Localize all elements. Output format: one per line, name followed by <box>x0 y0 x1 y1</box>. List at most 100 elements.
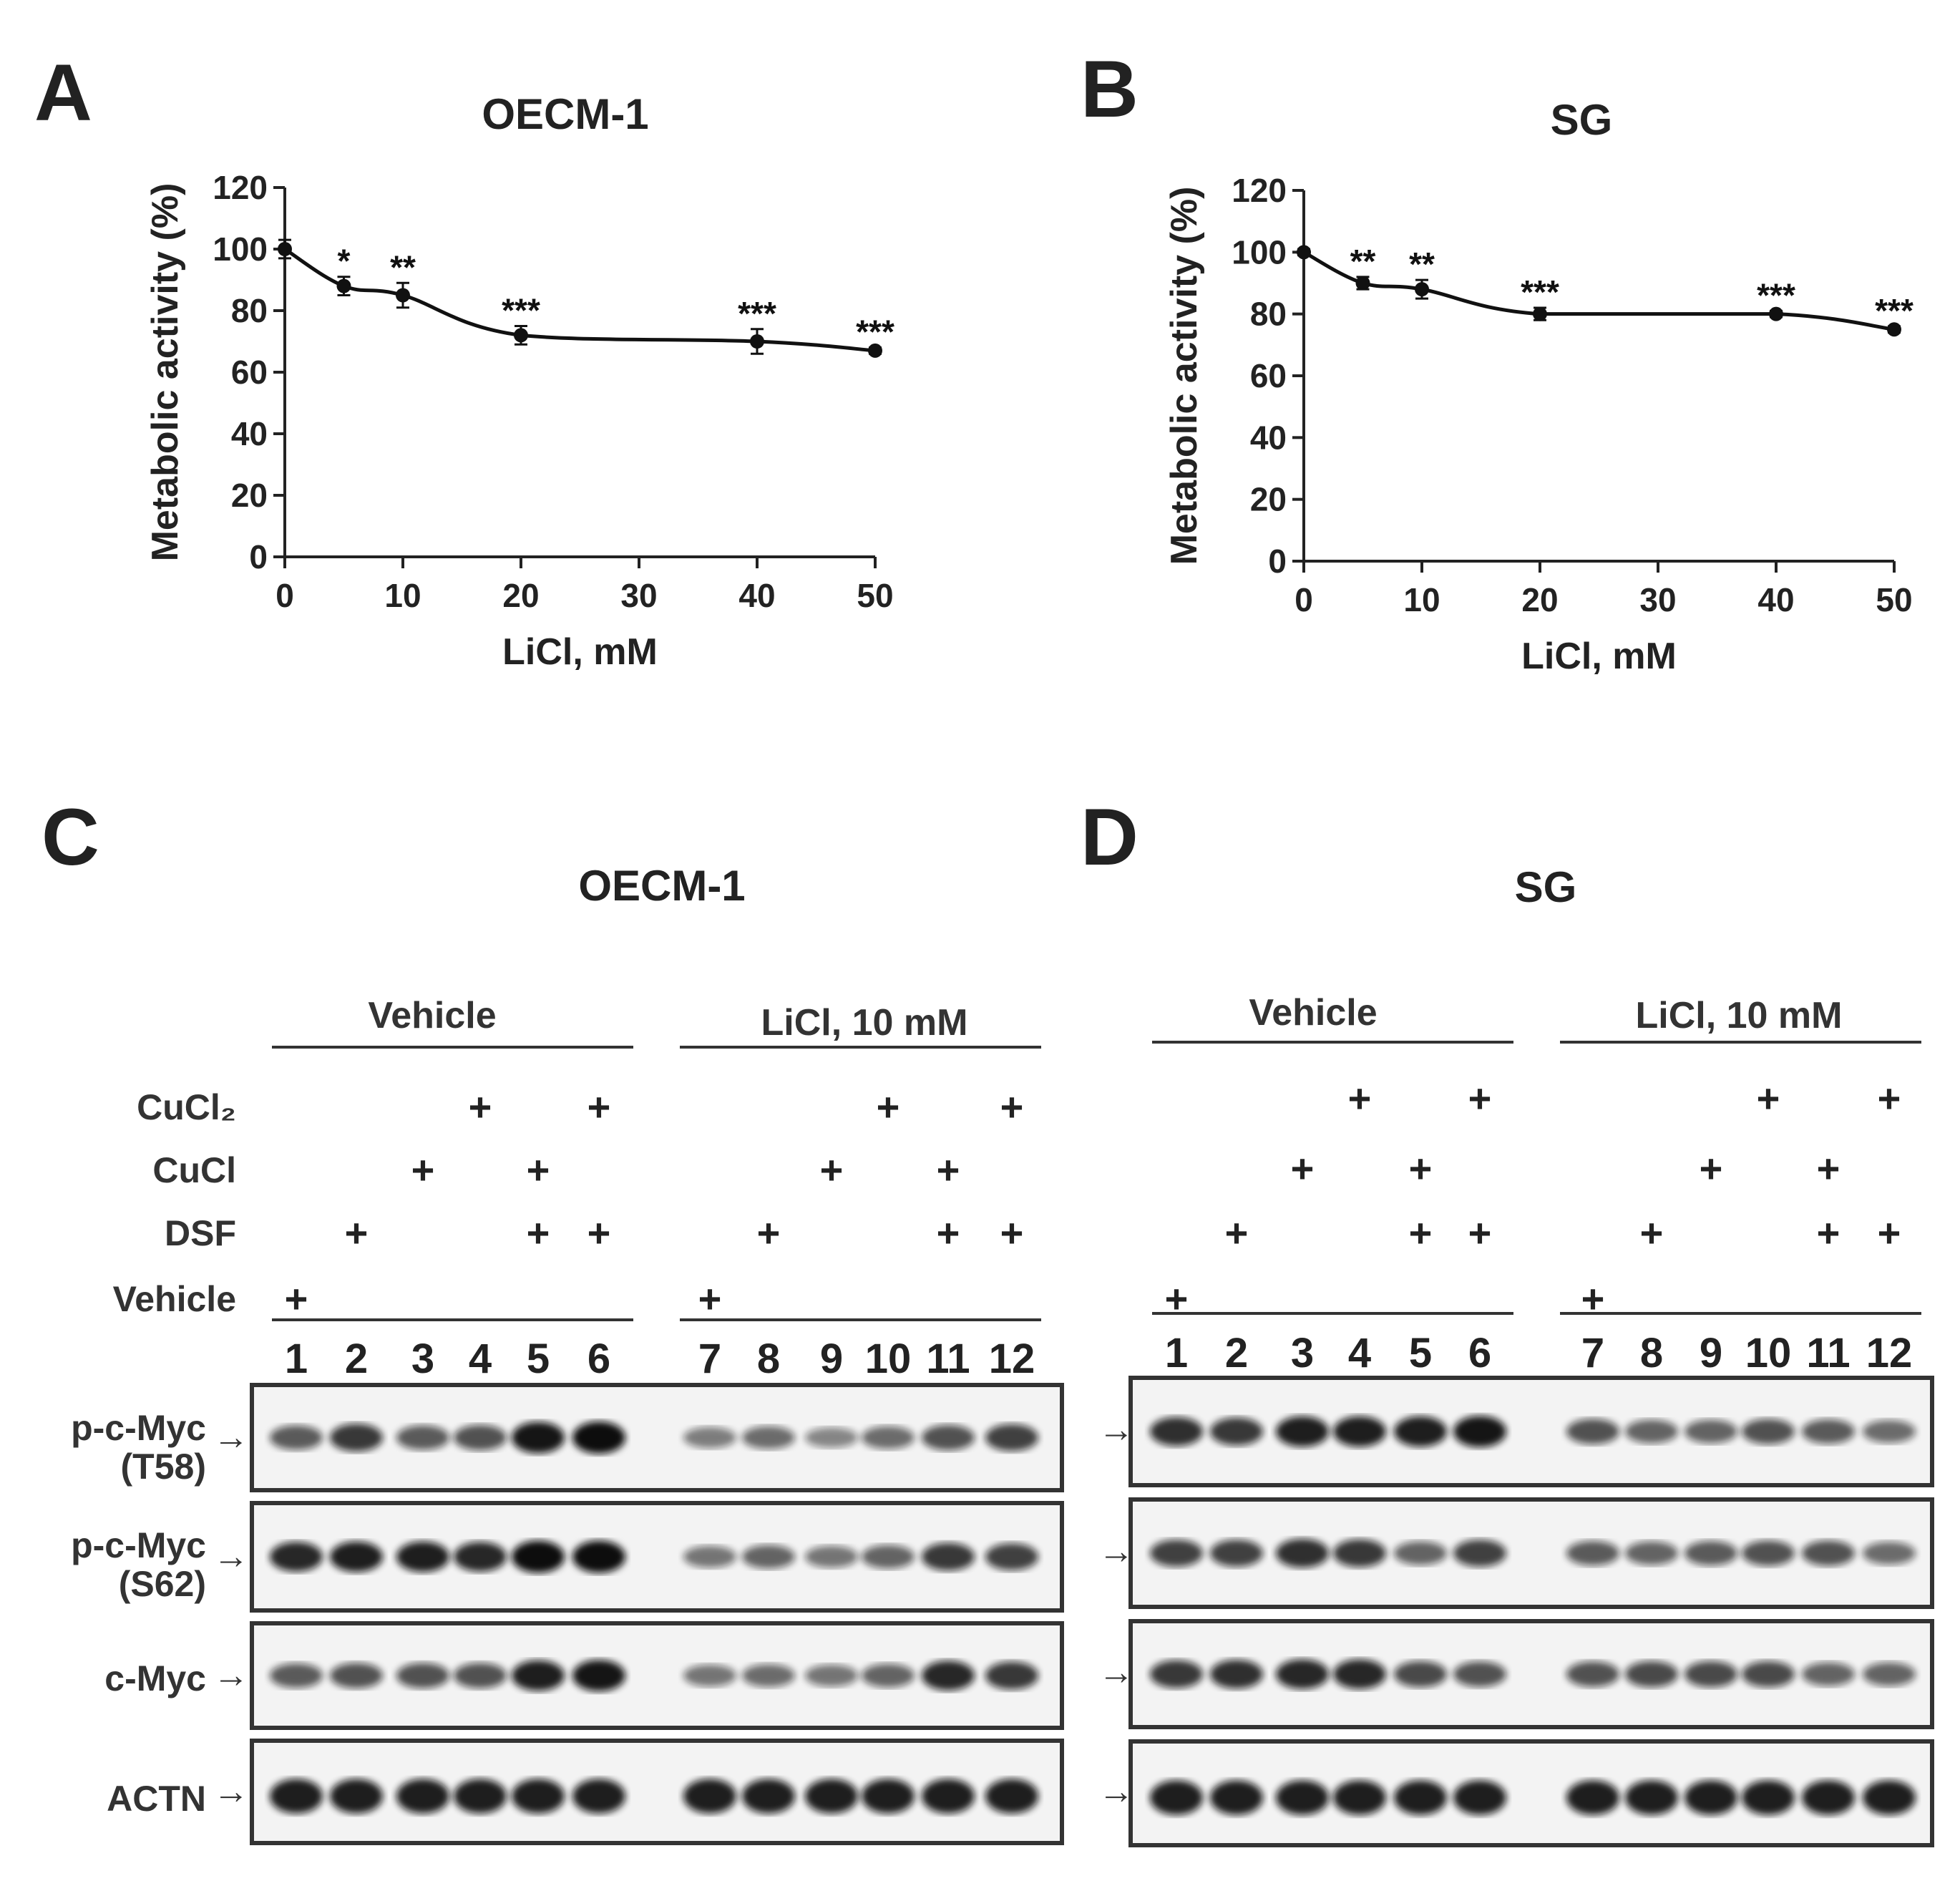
blot-band <box>805 1664 858 1687</box>
plus-sign: + <box>820 1147 844 1192</box>
blot-band <box>1210 1659 1263 1689</box>
significance-label: *** <box>856 313 894 351</box>
blot-row-label: p-c-Myc <box>71 1408 206 1448</box>
blot-band <box>922 1661 975 1691</box>
blot-band <box>1802 1419 1855 1444</box>
plus-sign: + <box>1878 1076 1901 1121</box>
blot-strip <box>1128 1376 1934 1487</box>
blot-band <box>1210 1540 1263 1567</box>
blot-band <box>1453 1416 1506 1447</box>
blot-band <box>985 1424 1038 1452</box>
lane-number: 7 <box>698 1336 721 1382</box>
panel-b: B SG 0 20 40 60 80 100 120 0 10 20 30 40 50 LiCl, mM Met… <box>1081 44 1913 677</box>
blot-band <box>1150 1540 1203 1567</box>
y-tick-label: 100 <box>1232 233 1287 271</box>
row-arrow: → <box>213 1417 249 1457</box>
plus-sign: + <box>1225 1210 1249 1255</box>
panel-letter: B <box>1081 44 1139 134</box>
x-tick-label: 40 <box>738 577 775 614</box>
plus-sign: + <box>698 1276 722 1321</box>
lane-number: 3 <box>1291 1330 1314 1376</box>
row-arrow: → <box>213 1655 249 1695</box>
lane-number: 10 <box>865 1336 912 1382</box>
plus-sign: + <box>1468 1210 1492 1255</box>
blot-band <box>1333 1780 1386 1815</box>
plus-sign: + <box>877 1084 900 1129</box>
blot-band <box>1742 1661 1795 1688</box>
blot-band <box>862 1545 915 1569</box>
lane-number: 1 <box>1165 1330 1188 1376</box>
y-tick-label: 20 <box>231 477 268 514</box>
blot-band <box>1453 1540 1506 1567</box>
blot-band <box>1863 1542 1916 1565</box>
lane-number: 9 <box>1700 1330 1722 1376</box>
panel-c: C OECM-1 Vehicle LiCl, 10 mM CuCl₂ CuCl DSF Veh… <box>42 792 1064 1845</box>
lane-number: 4 <box>1348 1330 1371 1376</box>
blot-band <box>454 1424 507 1451</box>
blot-band <box>572 1421 625 1454</box>
blot-band <box>1802 1780 1855 1815</box>
blot-band <box>270 1779 323 1814</box>
plus-sign: + <box>285 1276 308 1321</box>
plus-sign: + <box>1817 1146 1840 1191</box>
row-arrow: → <box>1098 1652 1134 1692</box>
blot-band <box>512 1779 565 1814</box>
plus-sign: + <box>1000 1084 1024 1129</box>
lane-number: 10 <box>1745 1330 1792 1376</box>
data-point <box>750 334 764 349</box>
x-tick-label: 20 <box>1521 581 1558 618</box>
blot-band <box>1625 1661 1678 1688</box>
blot-band <box>330 1663 383 1688</box>
lane-number: 5 <box>527 1336 550 1382</box>
blot-band <box>270 1663 323 1688</box>
blot-band <box>1566 1661 1619 1687</box>
plus-sign: + <box>1000 1210 1024 1255</box>
blot-band <box>512 1660 565 1691</box>
plus-sign: + <box>411 1147 435 1192</box>
blot-title: SG <box>1515 863 1577 911</box>
blot-band <box>683 1664 736 1687</box>
blot-band <box>1453 1780 1506 1815</box>
y-tick-label: 40 <box>1250 419 1287 456</box>
blot-band <box>1210 1417 1263 1446</box>
blot-band <box>1684 1540 1737 1566</box>
blot-band <box>683 1779 736 1814</box>
blot-band <box>805 1427 858 1448</box>
blot-band <box>805 1545 858 1568</box>
series-line <box>1302 251 1895 331</box>
blot-band <box>1625 1541 1678 1565</box>
blot-band <box>1276 1659 1329 1689</box>
lane-number: 9 <box>820 1336 843 1382</box>
plus-sign: + <box>1640 1210 1664 1255</box>
blot-band <box>1276 1416 1329 1447</box>
y-tick-label: 20 <box>1250 481 1287 518</box>
blot-band <box>1150 1660 1203 1688</box>
blot-band <box>742 1664 795 1687</box>
blot-band <box>1863 1780 1916 1815</box>
blot-band <box>572 1660 625 1691</box>
data-point <box>1769 306 1783 321</box>
y-axis-label: Metabolic activity (%) <box>145 183 186 562</box>
blot-row-label: (S62) <box>119 1564 206 1604</box>
plus-sign: + <box>1817 1210 1840 1255</box>
data-point <box>1415 282 1429 297</box>
row-arrow: → <box>213 1771 249 1812</box>
data-point <box>278 242 292 256</box>
significance-label: * <box>338 243 351 280</box>
plus-sign: + <box>1291 1146 1315 1191</box>
plus-sign: + <box>345 1210 369 1255</box>
group-label: LiCl, 10 mM <box>761 1002 968 1044</box>
blot-band <box>922 1779 975 1814</box>
group-label: Vehicle <box>1249 992 1377 1034</box>
blot-row-label: (T58) <box>121 1447 206 1487</box>
blot-band <box>572 1779 625 1814</box>
blot-band <box>1150 1416 1203 1447</box>
lane-number: 6 <box>587 1336 610 1382</box>
blot-band <box>1802 1662 1855 1686</box>
blot-band <box>1394 1661 1447 1688</box>
treatment-label: CuCl <box>152 1150 236 1190</box>
blot-band <box>396 1541 449 1573</box>
plus-sign: + <box>1878 1210 1901 1255</box>
lane-number: 8 <box>1640 1330 1663 1376</box>
